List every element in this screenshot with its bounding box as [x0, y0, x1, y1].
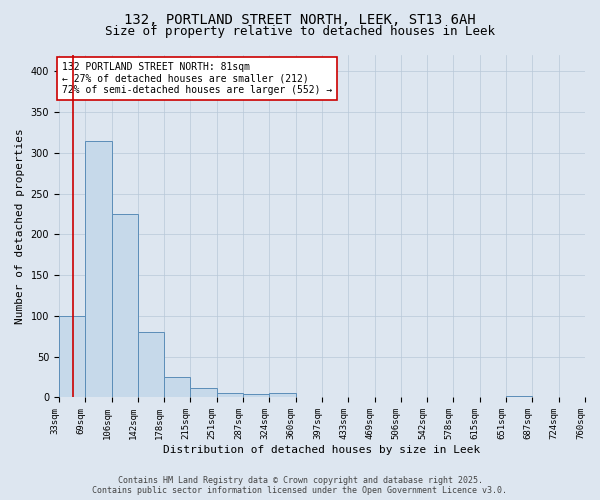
Bar [559, 396, 585, 398]
Bar [243, 394, 269, 398]
Bar [374, 396, 401, 398]
Bar [506, 396, 532, 398]
Bar [217, 394, 243, 398]
Bar [138, 332, 164, 398]
X-axis label: Distribution of detached houses by size in Leek: Distribution of detached houses by size … [163, 445, 481, 455]
Bar [164, 377, 190, 398]
Text: Size of property relative to detached houses in Leek: Size of property relative to detached ho… [105, 25, 495, 38]
Bar [112, 214, 138, 398]
Bar [190, 388, 217, 398]
Bar [296, 396, 322, 398]
Bar [85, 140, 112, 398]
Bar [269, 392, 296, 398]
Y-axis label: Number of detached properties: Number of detached properties [15, 128, 25, 324]
Text: 132, PORTLAND STREET NORTH, LEEK, ST13 6AH: 132, PORTLAND STREET NORTH, LEEK, ST13 6… [124, 12, 476, 26]
Bar [59, 316, 85, 398]
Text: 132 PORTLAND STREET NORTH: 81sqm
← 27% of detached houses are smaller (212)
72% : 132 PORTLAND STREET NORTH: 81sqm ← 27% o… [62, 62, 332, 95]
Text: Contains HM Land Registry data © Crown copyright and database right 2025.
Contai: Contains HM Land Registry data © Crown c… [92, 476, 508, 495]
